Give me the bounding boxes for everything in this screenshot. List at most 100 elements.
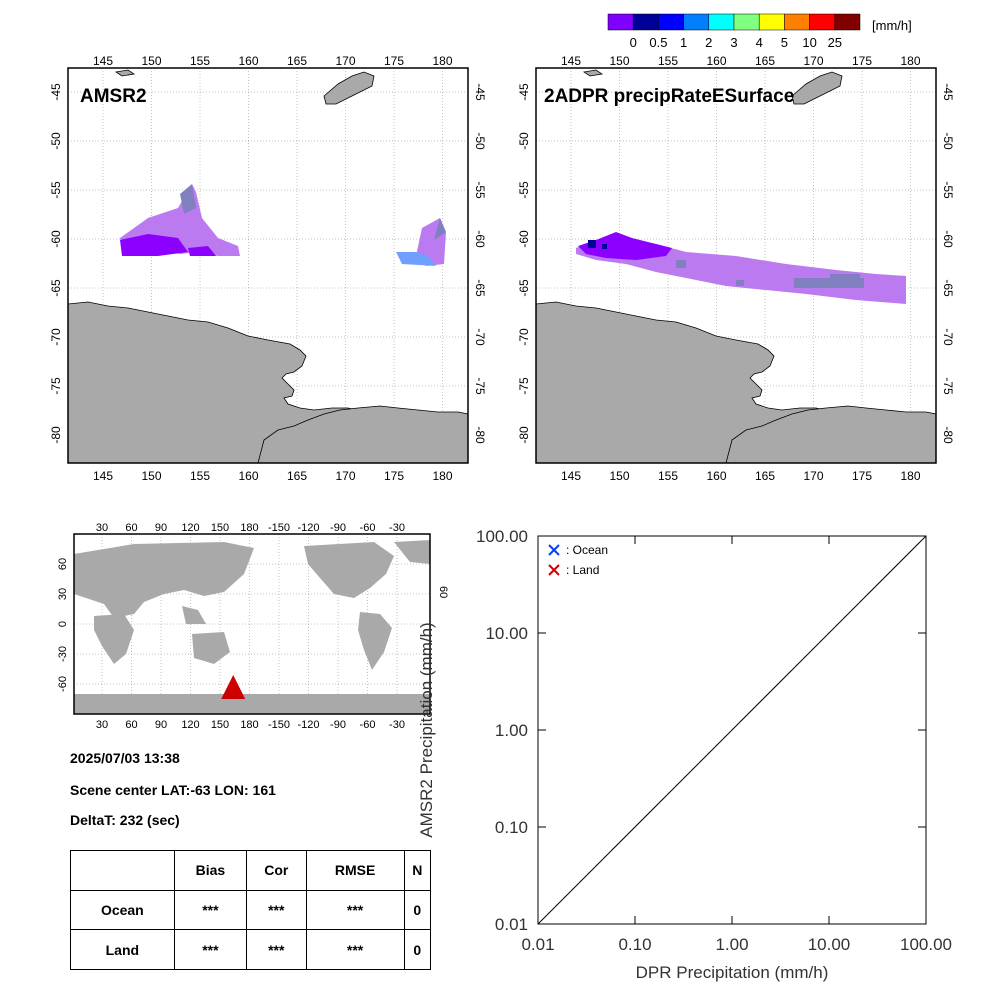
lat-label: -50 [517,132,531,150]
precip-dpr [576,232,906,304]
lon-label: 170 [335,469,355,483]
lon-label: 170 [803,54,823,68]
lat-label: -45 [473,83,487,101]
globe-lon-label: -90 [330,522,346,534]
globe-lat-label: -60 [57,676,69,692]
lon-label: 165 [755,54,775,68]
lat-label: -65 [49,279,63,297]
colorbar-label: 2 [705,35,712,50]
y-tick-label: 0.10 [495,818,528,837]
row-label: Ocean [70,889,175,931]
colorbar-label: 1 [680,35,687,50]
lon-label: 170 [335,54,355,68]
globe-right-label: 60 [437,586,449,598]
lon-label: 175 [852,469,872,483]
lat-label: -80 [473,426,487,444]
precip-amsr2 [120,184,446,266]
lon-label: 160 [706,469,726,483]
lon-label: 180 [900,469,920,483]
lon-label: 175 [852,54,872,68]
table-row: Ocean *** *** *** 0 [70,889,432,931]
continents [74,540,430,714]
legend: : Ocean: Land [548,543,608,577]
y-axis-label: AMSR2 Precipitation (mm/h) [420,622,436,837]
lon-label: 150 [141,54,161,68]
globe-lat-labels: 60 30 0 -30 -60 [57,558,69,692]
globe-lat-label: 0 [57,621,69,627]
lon-label: 165 [287,469,307,483]
lat-label: -80 [49,426,63,444]
x-tick-label: 10.00 [808,935,851,954]
lon-label: 145 [561,54,581,68]
y-tick-label: 1.00 [495,721,528,740]
scene-center: Scene center LAT:-63 LON: 161 [70,782,276,798]
lat-label: -50 [49,132,63,150]
globe-frame [73,533,431,715]
lon-label: 150 [609,469,629,483]
map-dpr: 2ADPR precipRateESurface 145 145 150 150 155… [517,54,955,483]
small-island [582,69,604,77]
legend-marker-icon [548,544,560,556]
delta-t: DeltaT: 232 (sec) [70,812,180,828]
scatter-chart: 0.01 0.10 1.00 10.00 100.00 0.01 0.10 1.00 10.0… [420,527,952,982]
lat-label: -45 [49,83,63,101]
globe-lon-label: 90 [155,522,167,534]
x-tick-label: 100.00 [900,935,952,954]
lat-label: -45 [517,83,531,101]
one-to-one-line [537,535,927,925]
lat-label: -70 [49,328,63,346]
map-title: 2ADPR precipRateESurface [544,86,794,107]
lon-label: 155 [658,54,678,68]
colorbar-label: 25 [828,35,842,50]
globe-lon-label: 30 [96,522,108,534]
legend-marker-icon [548,564,560,576]
row-label: Land [70,929,175,970]
table-header-cell: Cor [246,850,307,891]
globe-lon-label: -30 [389,522,405,534]
lat-label: -75 [517,377,531,395]
globe-lon-label: -120 [297,522,319,534]
colorbar-label: 4 [756,35,763,50]
lon-label: 145 [561,469,581,483]
globe-lat-label: 30 [57,588,69,600]
map-frame [535,67,937,464]
y-tick-label: 0.01 [495,915,528,934]
globe-lon-label: -60 [360,719,376,731]
globe-lon-label: 60 [125,522,137,534]
nz-island [791,71,843,105]
legend-label: : Land [566,563,599,577]
table-row: Land *** *** *** 0 [70,929,432,970]
lat-label: -55 [49,181,63,199]
colorbar-label: 0 [630,35,637,50]
map-title: AMSR2 [80,86,147,107]
cell-n: 0 [403,929,432,970]
nz-island [323,71,375,105]
colorbar-label: 0.5 [649,35,667,50]
lon-label: 160 [238,469,258,483]
globe-lon-label: 180 [240,719,258,731]
lon-label: 145 [93,54,113,68]
cell-n: 0 [403,889,432,931]
lat-label: -65 [473,279,487,297]
small-island [114,69,136,77]
lat-label: -60 [941,230,955,248]
colorbar-unit: [mm/h] [872,18,912,33]
globe-lon-label: -60 [360,522,376,534]
cell-cor: *** [246,889,307,931]
lon-label: 160 [238,54,258,68]
table-header-cell: N [403,850,432,891]
x-tick-label: 0.01 [521,935,554,954]
lat-label: -70 [941,328,955,346]
lat-label: -50 [941,132,955,150]
lon-label: 165 [287,54,307,68]
map-frame [67,67,469,464]
lat-labels: -45 -45 -50 -50 -55 -55 -60 -60 -65 -65 -70 -70 -75 -… [49,83,487,444]
globe-lat-label: 60 [57,558,69,570]
colorbar-label: 3 [730,35,737,50]
colorbar-label: 10 [802,35,816,50]
globe-lat-label: -30 [57,646,69,662]
antarctica-coast-inner [725,405,937,464]
lon-label: 180 [432,54,452,68]
cell-cor: *** [246,929,307,970]
y-tick-label: 100.00 [476,527,528,546]
